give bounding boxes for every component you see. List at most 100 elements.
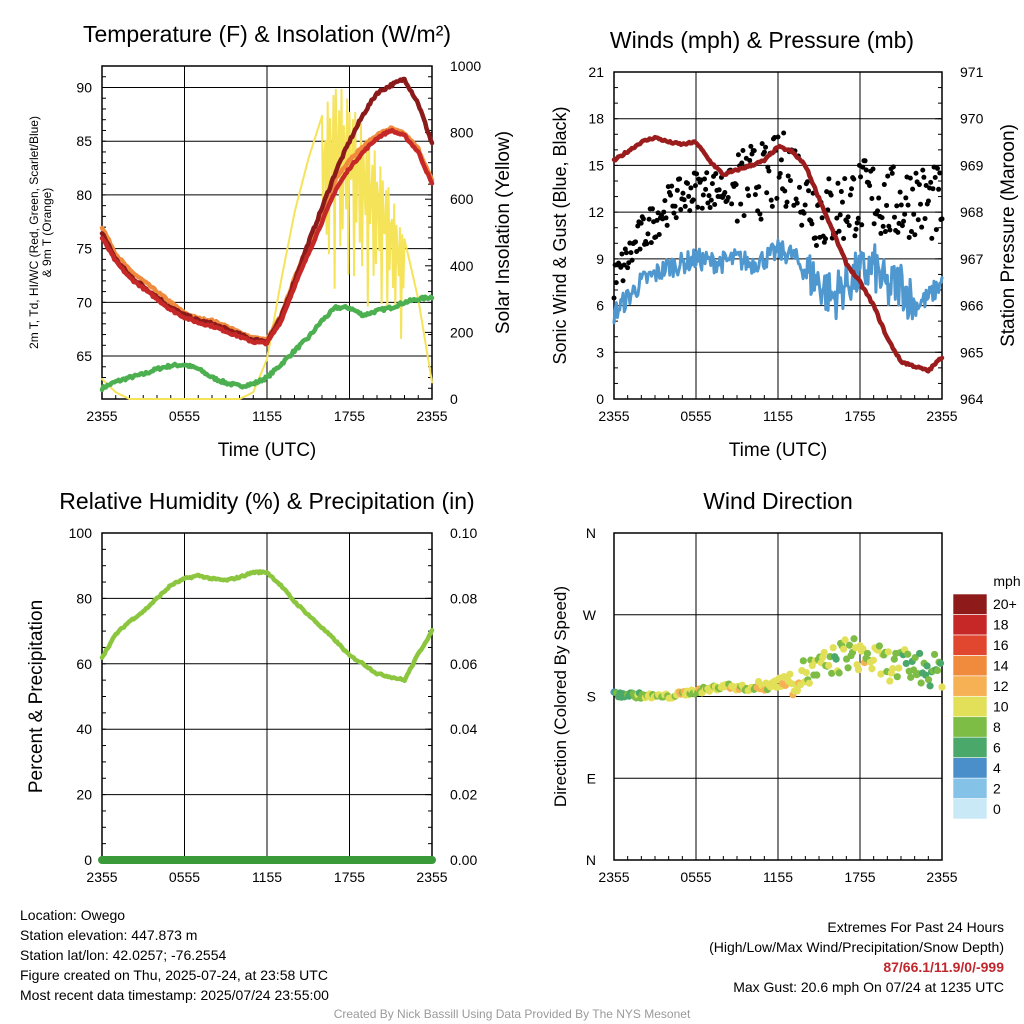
x-tick-label: 1755 <box>844 408 875 424</box>
gust-point <box>841 236 847 242</box>
gust-point <box>706 193 712 199</box>
gust-point <box>655 210 661 216</box>
colorbar-tick-label: 20+ <box>993 596 1017 612</box>
gust-point <box>794 200 800 206</box>
gust-point <box>763 144 769 150</box>
colorbar-tick-label: 2 <box>993 780 1001 796</box>
gust-point <box>661 209 667 215</box>
gust-point <box>876 195 882 201</box>
y-tick-label: 15 <box>588 157 604 173</box>
gust-point <box>906 234 912 240</box>
gust-point <box>646 216 652 222</box>
direction-point <box>895 664 903 672</box>
direction-point <box>805 679 813 687</box>
y-tick-label: 85 <box>76 133 92 149</box>
panel-4: 2355 0555 1155 1755 2355 Wind Direction N E S W N D… <box>551 488 1021 885</box>
gust-point <box>613 280 619 286</box>
gust-point <box>640 216 646 222</box>
gust-point <box>682 203 688 209</box>
recent-text: Most recent data timestamp: 2025/07/24 2… <box>20 987 329 1003</box>
gust-point <box>758 216 764 222</box>
direction-point <box>884 648 892 656</box>
x-tick-label: 0555 <box>680 408 711 424</box>
gust-point <box>778 157 784 163</box>
y-axis-label: Sonic Wind & Gust (Blue, Black) <box>550 106 570 364</box>
gust-point <box>809 221 815 227</box>
gust-point <box>925 198 931 204</box>
gust-point <box>813 242 819 248</box>
gust-point <box>823 236 829 242</box>
gust-point <box>688 185 694 191</box>
chart-title: Relative Humidity (%) & Precipitation (i… <box>59 488 474 514</box>
gust-point <box>918 201 924 207</box>
gust-point <box>812 235 818 241</box>
direction-point <box>829 644 837 652</box>
y-tick-label: 0 <box>84 852 92 868</box>
y-tick-label: 9 <box>596 251 604 267</box>
gust-point <box>885 173 891 179</box>
gust-point <box>913 170 919 176</box>
gust-point <box>867 183 873 189</box>
wind-speed-line <box>612 238 944 325</box>
gust-point <box>936 186 942 192</box>
gust-point <box>756 184 762 190</box>
direction-point <box>840 645 848 653</box>
direction-point <box>802 668 810 677</box>
gust-point <box>775 134 781 140</box>
colorbar-tick-label: 0 <box>993 801 1001 817</box>
gust-point <box>787 178 793 184</box>
gust-point <box>852 233 858 239</box>
gust-point <box>766 168 772 174</box>
colorbar-tick-label: 12 <box>993 678 1009 694</box>
y-tick-label: 3 <box>596 344 604 360</box>
y-tick-label: 18 <box>588 111 604 127</box>
direction-point <box>835 669 843 677</box>
direction-point <box>938 683 946 691</box>
gust-point <box>735 152 741 158</box>
chart-title: Temperature (F) & Insolation (W/m²) <box>83 21 451 47</box>
gust-point <box>939 216 945 222</box>
gust-point <box>838 189 844 195</box>
gust-point <box>802 202 808 208</box>
gust-point <box>764 190 770 196</box>
direction-point <box>924 676 933 684</box>
gust-point <box>903 195 909 201</box>
gust-point <box>678 207 684 213</box>
direction-point <box>854 666 863 674</box>
gust-point <box>934 165 940 171</box>
y-right-tick-label: 965 <box>960 344 984 360</box>
gust-point <box>870 166 876 172</box>
gust-point <box>910 186 916 192</box>
x-tick-label: 0555 <box>169 869 200 885</box>
direction-point <box>832 655 840 663</box>
colorbar-swatch <box>952 798 988 820</box>
gust-point <box>722 190 728 196</box>
gust-point <box>782 188 788 194</box>
direction-point <box>875 642 883 650</box>
direction-point <box>916 649 924 658</box>
extremes-title: Extremes For Past 24 Hours <box>827 919 1004 935</box>
gust-point <box>681 197 687 203</box>
colorbar-swatch <box>952 634 988 656</box>
direction-point <box>877 670 885 678</box>
direction-point <box>845 641 854 649</box>
gust-point <box>819 215 825 221</box>
direction-point <box>917 679 925 687</box>
y-tick-label: 90 <box>76 79 92 95</box>
gust-point <box>854 220 860 226</box>
gust-point <box>668 192 674 198</box>
gust-point <box>757 211 763 217</box>
colorbar-tick-label: 18 <box>993 617 1009 633</box>
chart-title: Wind Direction <box>703 488 853 514</box>
gust-point <box>716 187 722 193</box>
colorbar-swatch <box>952 593 988 615</box>
gust-point <box>897 189 903 195</box>
gust-point <box>765 164 771 170</box>
gust-point <box>748 143 754 149</box>
gust-point <box>694 171 700 177</box>
y-right-tick-label: 0.04 <box>450 721 477 737</box>
y-axis-label: Direction (Colored By Speed) <box>551 586 570 807</box>
y-right-tick-label: 970 <box>960 111 984 127</box>
direction-point <box>889 665 897 673</box>
location-text: Location: Owego <box>20 907 126 923</box>
